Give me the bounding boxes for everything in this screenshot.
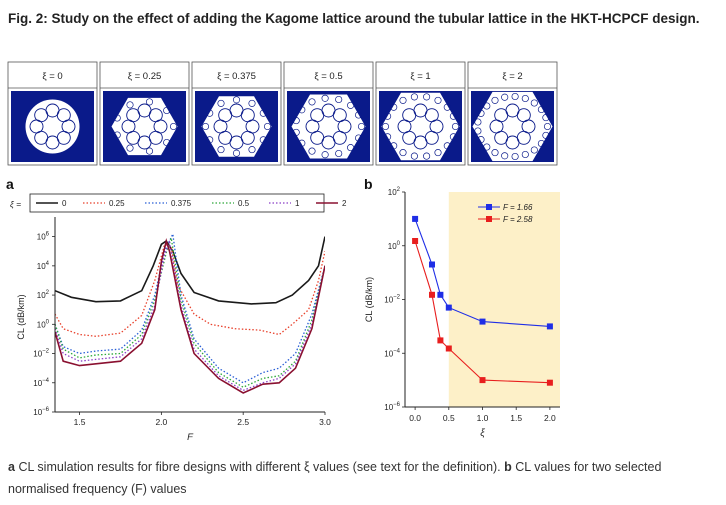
chart-b-legend: F = 1.66 F = 2.58 — [478, 203, 533, 224]
fibre-cross-section-icon — [381, 92, 460, 161]
caption-b-text: CL values for two selected normalised fr… — [8, 460, 662, 496]
panel-a-label: a — [6, 176, 14, 192]
chart-b-marker — [479, 377, 486, 384]
figure-caption: a CL simulation results for fibre design… — [8, 456, 708, 500]
figure-title: Fig. 2: Study on the effect of adding th… — [8, 11, 700, 26]
chart-a-series-line — [55, 237, 325, 388]
fibre-cross-section-icon — [472, 91, 553, 162]
fibre-panel: ξ = 0.5 — [283, 61, 374, 166]
chart-a-y-tick-label: 104 — [37, 261, 50, 271]
fibre-panel: ξ = 0.25 — [99, 61, 190, 166]
chart-b-marker — [479, 318, 486, 325]
xi-panel-label: ξ = 0 — [42, 71, 62, 82]
chart-a-y-tick-label: 100 — [37, 319, 50, 329]
chart-a-ylabel: CL (dB/km) — [16, 294, 26, 339]
fibre-cross-section-icon — [201, 96, 272, 157]
chart-a-y-tick-label: 10−4 — [33, 378, 49, 388]
chart-b-marker — [437, 291, 444, 298]
chart-b-y-tick-label: 10−2 — [384, 295, 400, 305]
legend-entry: 1 — [295, 199, 300, 208]
panel-b-label: b — [364, 176, 373, 192]
chart-a-x-tick-label: 2.5 — [237, 417, 249, 427]
chart-a-series-line — [55, 236, 325, 305]
chart-a-y-tick-label: 10−6 — [33, 407, 49, 417]
legend-entry: F = 2.58 — [503, 215, 533, 224]
chart-b-x-tick-label: 0.5 — [443, 413, 455, 423]
chart-a-series-line — [55, 243, 325, 337]
chart-b-series-line — [414, 240, 550, 384]
chart-a-series-line — [55, 238, 325, 394]
chart-b-marker — [412, 238, 419, 244]
legend-entry: 0 — [62, 199, 67, 208]
chart-b-marker — [437, 337, 444, 344]
chart-a-series-line — [55, 240, 325, 392]
chart-a-y-tick-label: 10−2 — [33, 349, 49, 359]
legend-entry: 0.5 — [238, 199, 250, 208]
xi-panel-label: ξ = 1 — [410, 71, 430, 82]
chart-b-xlabel: ξ — [480, 428, 485, 439]
chart-a-legend: ξ = 0 0.25 0.375 0.5 1 2 — [10, 193, 347, 213]
chart-b-marker — [445, 304, 452, 311]
fibre-panel: ξ = 1 — [375, 61, 466, 166]
xi-panel-label: ξ = 0.375 — [217, 71, 256, 82]
chart-b-y-tick-label: 10−6 — [384, 402, 400, 412]
chart-b-x-tick-label: 1.5 — [510, 413, 522, 423]
chart-a-series-line — [55, 231, 325, 384]
xi-panel-label: ξ = 2 — [502, 71, 522, 82]
chart-a-x-tick-label: 3.0 — [319, 417, 331, 427]
chart-a: ξ = 0 0.25 0.375 0.5 1 2 106 104 102 100 10−2 10−4 1… — [10, 193, 347, 443]
chart-a-y-tick-label: 106 — [37, 232, 50, 242]
fibre-cross-section-icon — [291, 94, 366, 159]
legend-entry: 0.375 — [171, 199, 192, 208]
caption-b-label: b — [504, 460, 512, 474]
caption-a-text: CL simulation results for fibre designs … — [18, 460, 501, 474]
chart-b-marker — [429, 291, 435, 298]
legend-entry: 0.25 — [109, 199, 125, 208]
xi-panel-label: ξ = 0.5 — [314, 71, 342, 82]
chart-b: F = 1.66 F = 2.58 102 100 10−2 10−4 10−6 0.0 0.… — [364, 187, 560, 439]
xi-panel-label: ξ = 0.25 — [128, 71, 162, 82]
legend-marker — [486, 216, 492, 222]
chart-b-x-tick-label: 1.0 — [477, 413, 489, 423]
fibre-cross-section-icon — [111, 97, 178, 156]
chart-b-marker — [546, 323, 553, 330]
chart-a-y-tick-label: 102 — [37, 290, 50, 300]
caption-a-label: a — [8, 460, 15, 474]
chart-a-x-tick-label: 2.0 — [155, 417, 167, 427]
chart-a-x-tick-label: 1.5 — [74, 417, 86, 427]
legend-entry: F = 1.66 — [503, 203, 533, 212]
legend-prefix: ξ = — [10, 199, 21, 209]
chart-b-marker — [445, 345, 452, 352]
chart-b-x-tick-label: 0.0 — [409, 413, 421, 423]
chart-b-y-tick-label: 100 — [388, 241, 401, 251]
chart-b-y-tick-label: 10−4 — [384, 348, 400, 358]
chart-b-ylabel: CL (dB/km) — [364, 277, 374, 322]
legend-marker — [486, 204, 492, 210]
chart-b-series-line — [414, 218, 550, 327]
chart-b-marker — [429, 261, 435, 268]
fibre-panel: ξ = 0 — [7, 61, 98, 166]
chart-a-xlabel: F — [187, 432, 194, 443]
chart-b-marker — [412, 215, 419, 222]
chart-b-marker — [546, 379, 553, 386]
legend-entry: 2 — [342, 199, 347, 208]
fibre-panel: ξ = 0.375 — [191, 61, 282, 166]
chart-b-x-tick-label: 2.0 — [544, 413, 556, 423]
fibre-panels-row: ξ = 0 ξ = 0.25 ξ = 0.375 ξ = 0.5 ξ = 1 ξ = 2 — [7, 61, 558, 166]
chart-b-y-tick-label: 102 — [388, 187, 401, 197]
fibre-panel: ξ = 2 — [467, 61, 558, 166]
fibre-cross-section-icon — [25, 99, 80, 154]
chart-b-highlight-region — [448, 192, 560, 407]
